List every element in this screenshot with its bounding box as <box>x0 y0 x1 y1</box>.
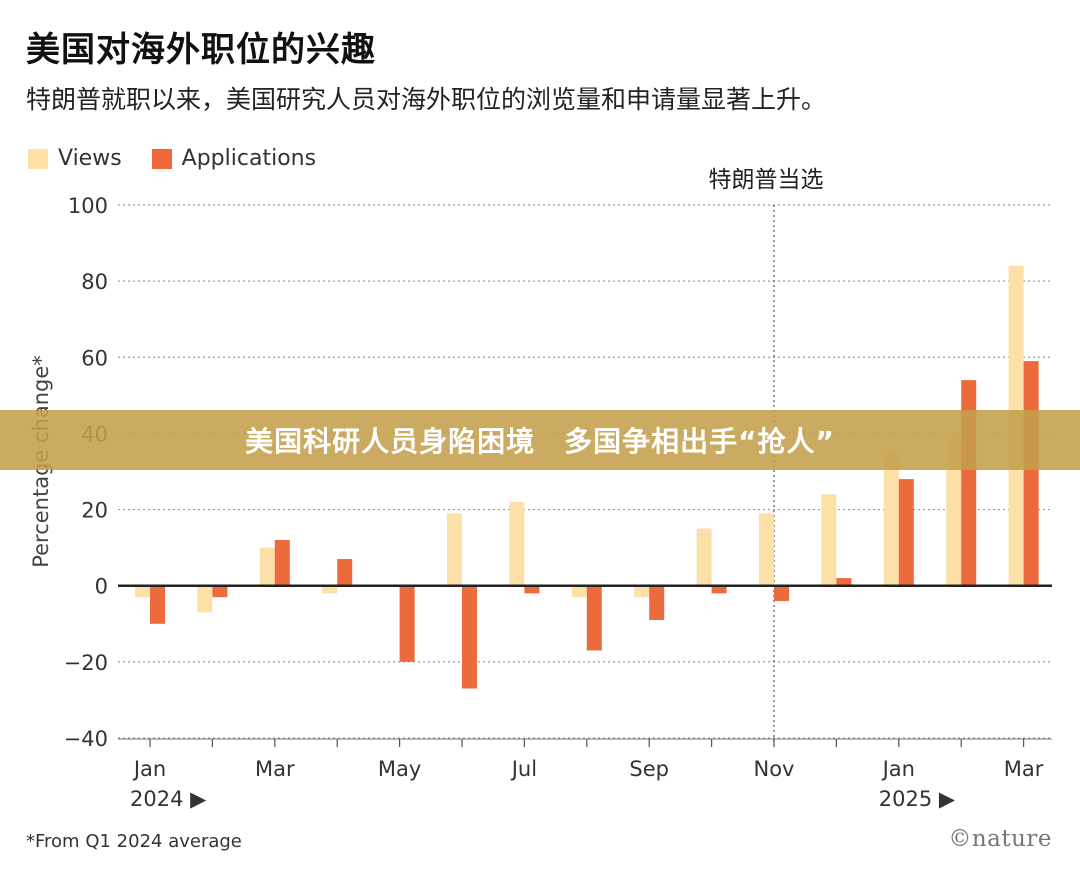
nature-logo: ©nature <box>948 826 1052 852</box>
legend: Views Applications <box>28 146 336 171</box>
annotation-label: 特朗普当选 <box>709 167 824 193</box>
chart-title: 美国对海外职位的兴趣 <box>26 30 376 70</box>
x-tick-label: Mar <box>1004 757 1044 781</box>
bar-views <box>634 585 650 598</box>
x-tick-label: Sep <box>629 757 669 781</box>
bar-applications <box>898 479 914 586</box>
year-label: 2024 ▶ <box>130 787 207 811</box>
bar-applications <box>212 585 228 598</box>
x-tick-label: Jan <box>132 757 166 781</box>
bar-applications <box>586 585 602 651</box>
x-tick-label: Jul <box>510 757 537 781</box>
y-tick-label: −20 <box>64 651 108 675</box>
y-tick-label: −40 <box>64 727 108 751</box>
x-tick-label: Nov <box>754 757 795 781</box>
bar-applications <box>774 585 789 601</box>
legend-label-views: Views <box>58 146 122 171</box>
bar-views <box>509 501 525 586</box>
y-tick-label: 20 <box>81 499 108 523</box>
bar-applications <box>274 540 290 586</box>
footnote: *From Q1 2024 average <box>26 831 242 852</box>
bar-applications <box>836 578 852 586</box>
legend-item-applications: Applications <box>151 146 317 171</box>
bar-applications <box>1023 361 1039 586</box>
bar-views <box>197 585 213 613</box>
legend-swatch-applications <box>151 148 172 169</box>
bar-views <box>696 528 712 586</box>
y-tick-label: 100 <box>68 194 108 218</box>
bar-views <box>135 585 150 598</box>
overlay-banner: 美国科研人员身陷困境 多国争相出手“抢人” <box>0 410 1080 470</box>
y-tick-label: 0 <box>95 575 108 599</box>
legend-item-views: Views <box>28 146 122 171</box>
bar-views <box>821 494 837 586</box>
legend-swatch-views <box>28 148 48 169</box>
bar-applications <box>337 559 353 586</box>
bar-views <box>447 513 462 586</box>
y-tick-label: 60 <box>81 346 108 370</box>
bar-applications <box>462 585 477 689</box>
bar-applications <box>524 585 540 594</box>
bar-applications <box>711 585 727 594</box>
chart-subtitle: 特朗普就职以来，美国研究人员对海外职位的浏览量和申请量显著上升。 <box>26 85 827 114</box>
x-tick-label: Mar <box>255 757 295 781</box>
x-tick-label: May <box>378 757 421 781</box>
y-tick-label: 80 <box>81 270 108 294</box>
bar-views <box>946 433 962 586</box>
bar-views <box>322 585 338 594</box>
banner-text: 美国科研人员身陷困境 多国争相出手“抢人” <box>245 425 835 458</box>
bar-views <box>571 585 587 598</box>
legend-label-applications: Applications <box>181 146 317 171</box>
bar-applications <box>649 585 665 620</box>
year-label: 2025 ▶ <box>879 787 956 811</box>
x-tick-label: Jan <box>881 757 915 781</box>
bar-views <box>759 513 774 586</box>
bar-applications <box>150 585 165 624</box>
bar-views <box>883 452 899 586</box>
bar-applications <box>399 585 415 662</box>
bar-views <box>259 547 275 586</box>
